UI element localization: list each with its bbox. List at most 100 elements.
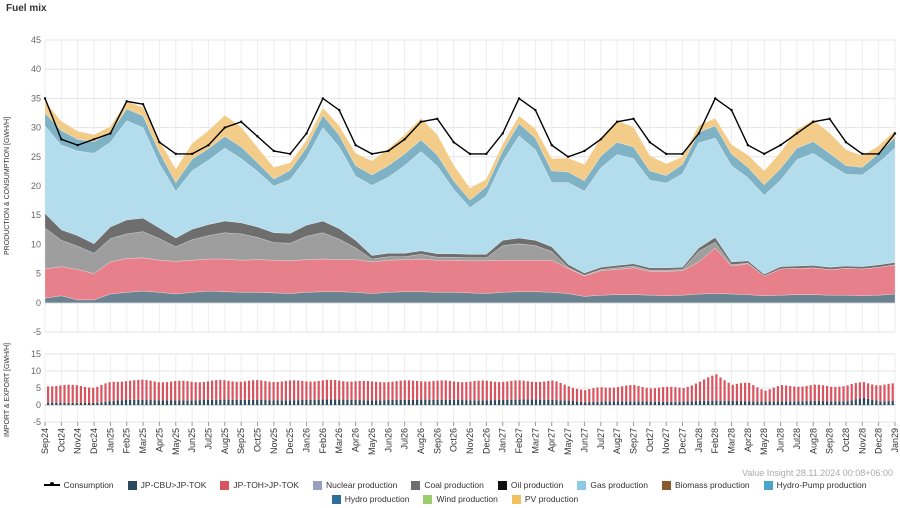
top-y-tick-label: 25 [31,152,41,162]
bar-jp-cbu-jp-tok [120,400,123,405]
legend-item[interactable]: PV production [511,494,578,504]
bar-jp-cbu-jp-tok [748,401,751,405]
consumption-point [60,138,63,141]
bar-jp-cbu-jp-tok [719,400,722,405]
bar-jp-toh-jp-tok [571,387,574,401]
bar-jp-toh-jp-tok [641,386,644,402]
legend-item[interactable]: JP-TOH>JP-TOK [220,480,299,490]
bar-jp-toh-jp-tok [621,386,624,402]
bar-jp-cbu-jp-tok [153,400,156,405]
bar-jp-toh-jp-tok [547,380,550,400]
consumption-point [566,155,570,158]
bar-jp-cbu-jp-tok [805,401,808,405]
legend-item[interactable]: Oil production [497,480,564,490]
legend-label: Oil production [510,480,564,490]
bar-jp-cbu-jp-tok [92,402,95,405]
bar-jp-cbu-jp-tok [506,399,509,405]
bar-jp-cbu-jp-tok [375,400,378,405]
bar-jp-cbu-jp-tok [403,399,406,405]
bar-jp-cbu-jp-tok [305,399,308,405]
bar-jp-toh-jp-tok [657,387,661,402]
bar-jp-toh-jp-tok [735,383,738,402]
bar-jp-cbu-jp-tok [342,399,345,405]
x-tick-label: May27 [563,428,573,455]
bar-jp-toh-jp-tok [600,387,603,402]
legend-item[interactable]: JP-CBU>JP-TOK [127,480,206,490]
bar-jp-cbu-jp-tok [493,400,497,405]
bar-jp-toh-jp-tok [850,383,853,401]
bar-jp-toh-jp-tok [625,385,628,402]
bar-jp-toh-jp-tok [559,382,562,401]
bar-jp-cbu-jp-tok [842,401,845,405]
consumption-point [501,132,504,135]
x-tick-label: Feb28 [710,428,720,454]
bar-jp-toh-jp-tok [247,380,251,400]
legend-item[interactable]: Hydro production [331,494,409,504]
bar-jp-cbu-jp-tok [96,402,99,405]
bar-jp-toh-jp-tok [268,381,271,401]
bar-jp-cbu-jp-tok [563,400,566,405]
consumption-point [92,138,96,141]
x-tick-label: Oct24 [56,428,66,452]
bar-jp-toh-jp-tok [555,381,558,401]
bar-jp-cbu-jp-tok [588,402,591,405]
fuel-mix-chart: -5 0 5 10 15 20 25 30 35 40 45 PRODUCTION & CONSUMP… [4,35,900,478]
x-tick-label: Nov26 [465,428,475,454]
bar-jp-cbu-jp-tok [231,399,234,405]
bar-jp-toh-jp-tok [871,384,874,400]
bar-jp-cbu-jp-tok [75,402,78,405]
bar-jp-toh-jp-tok [452,381,456,400]
legend-item[interactable]: Hydro-Pump production [763,480,866,490]
bar-jp-cbu-jp-tok [612,401,615,405]
bar-jp-toh-jp-tok [178,380,181,401]
bar-jp-cbu-jp-tok [198,400,201,405]
x-tick-label: Sep28 [825,428,835,454]
legend-item[interactable]: Biomass production [662,480,750,490]
bar-jp-cbu-jp-tok [678,401,681,405]
x-tick-label: Jun25 [187,428,197,453]
bar-jp-toh-jp-tok [875,385,878,401]
bar-jp-cbu-jp-tok [47,402,50,405]
bar-jp-toh-jp-tok [379,382,382,401]
bar-jp-cbu-jp-tok [547,399,550,405]
bar-jp-toh-jp-tok [846,385,849,402]
bar-jp-cbu-jp-tok [604,401,607,405]
bar-jp-cbu-jp-tok [793,401,796,405]
legend-item[interactable]: Nuclear production [312,480,397,490]
x-tick-label: Nov25 [269,428,279,454]
bar-jp-toh-jp-tok [633,384,636,402]
bar-jp-cbu-jp-tok [801,401,804,405]
bar-jp-toh-jp-tok [116,381,119,401]
bottom-y-tick-label: 5 [36,383,41,393]
bar-jp-cbu-jp-tok [711,400,714,405]
bar-jp-cbu-jp-tok [473,400,476,405]
bar-jp-cbu-jp-tok [161,400,164,405]
bar-jp-toh-jp-tok [346,381,349,400]
legend-item[interactable]: Consumption [43,480,114,490]
bar-jp-cbu-jp-tok [764,401,767,405]
bar-jp-cbu-jp-tok [288,400,292,405]
bar-jp-toh-jp-tok [608,387,611,402]
bar-jp-toh-jp-tok [129,380,132,400]
area-pv-production [44,100,896,201]
legend-item[interactable]: Wind production [423,494,498,504]
consumption-point [76,143,79,147]
legend-swatch [511,494,521,504]
bar-jp-cbu-jp-tok [309,399,312,405]
consumption-point [256,135,259,138]
x-tick-label: Jan25 [105,428,115,453]
bar-jp-cbu-jp-tok [362,400,365,405]
legend-label: JP-TOH>JP-TOK [233,480,299,490]
bar-jp-cbu-jp-tok [690,401,693,405]
consumption-point [681,152,684,156]
bar-jp-cbu-jp-tok [543,399,546,405]
bar-jp-toh-jp-tok [580,389,583,402]
bar-jp-toh-jp-tok [67,384,70,403]
bar-jp-cbu-jp-tok [83,402,87,405]
bar-jp-cbu-jp-tok [379,400,382,405]
x-tick-label: Sep25 [236,428,246,454]
bar-jp-toh-jp-tok [362,380,365,401]
legend-item[interactable]: Coal production [411,480,484,490]
consumption-point [861,152,864,156]
legend-item[interactable]: Gas production [577,480,648,490]
